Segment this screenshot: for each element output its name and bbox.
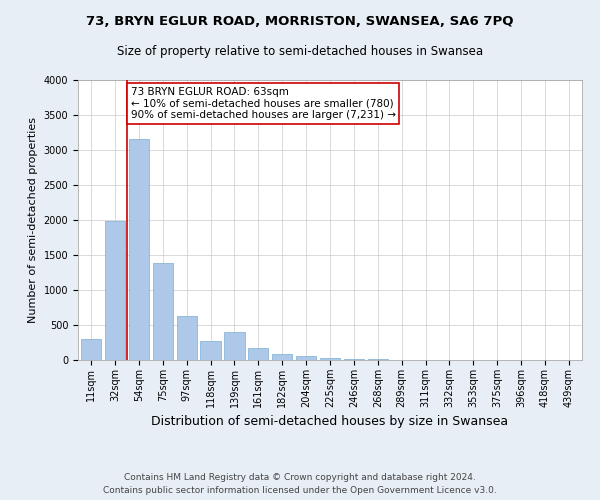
Y-axis label: Number of semi-detached properties: Number of semi-detached properties <box>28 117 38 323</box>
Text: 73 BRYN EGLUR ROAD: 63sqm
← 10% of semi-detached houses are smaller (780)
90% of: 73 BRYN EGLUR ROAD: 63sqm ← 10% of semi-… <box>131 87 395 120</box>
Bar <box>105 222 125 360</box>
Bar <box>152 264 173 360</box>
Bar <box>296 356 316 360</box>
Bar <box>81 339 101 360</box>
Bar <box>320 358 340 360</box>
Text: Size of property relative to semi-detached houses in Swansea: Size of property relative to semi-detach… <box>117 45 483 58</box>
Bar <box>200 341 221 360</box>
X-axis label: Distribution of semi-detached houses by size in Swansea: Distribution of semi-detached houses by … <box>151 416 509 428</box>
Bar <box>176 316 197 360</box>
Text: Contains HM Land Registry data © Crown copyright and database right 2024.
Contai: Contains HM Land Registry data © Crown c… <box>103 474 497 495</box>
Bar <box>129 140 149 360</box>
Text: 73, BRYN EGLUR ROAD, MORRISTON, SWANSEA, SA6 7PQ: 73, BRYN EGLUR ROAD, MORRISTON, SWANSEA,… <box>86 15 514 28</box>
Bar <box>248 348 268 360</box>
Bar <box>272 354 292 360</box>
Bar <box>224 332 245 360</box>
Bar <box>344 358 364 360</box>
